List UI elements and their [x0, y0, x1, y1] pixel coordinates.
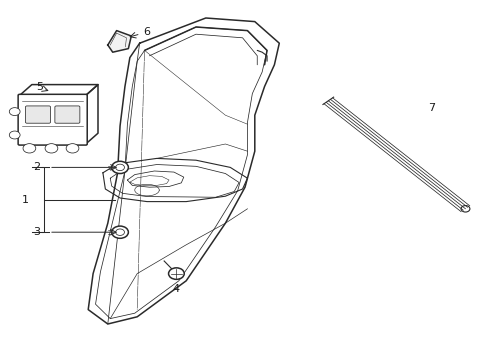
Circle shape [116, 164, 124, 171]
Circle shape [66, 144, 79, 153]
Circle shape [9, 108, 20, 116]
FancyBboxPatch shape [18, 94, 87, 145]
Text: 3: 3 [33, 227, 40, 237]
FancyBboxPatch shape [25, 106, 50, 123]
Circle shape [112, 226, 128, 238]
Circle shape [116, 229, 124, 235]
Polygon shape [108, 31, 131, 52]
Text: 6: 6 [144, 27, 150, 37]
Text: 7: 7 [428, 103, 435, 113]
Text: 4: 4 [173, 284, 180, 294]
Text: 2: 2 [33, 162, 40, 172]
Circle shape [23, 144, 36, 153]
FancyBboxPatch shape [55, 106, 80, 123]
Text: 1: 1 [22, 195, 29, 205]
Text: 5: 5 [36, 82, 43, 92]
Circle shape [461, 206, 470, 212]
Circle shape [112, 161, 128, 174]
Circle shape [45, 144, 58, 153]
Circle shape [9, 131, 20, 139]
Circle shape [169, 268, 184, 279]
